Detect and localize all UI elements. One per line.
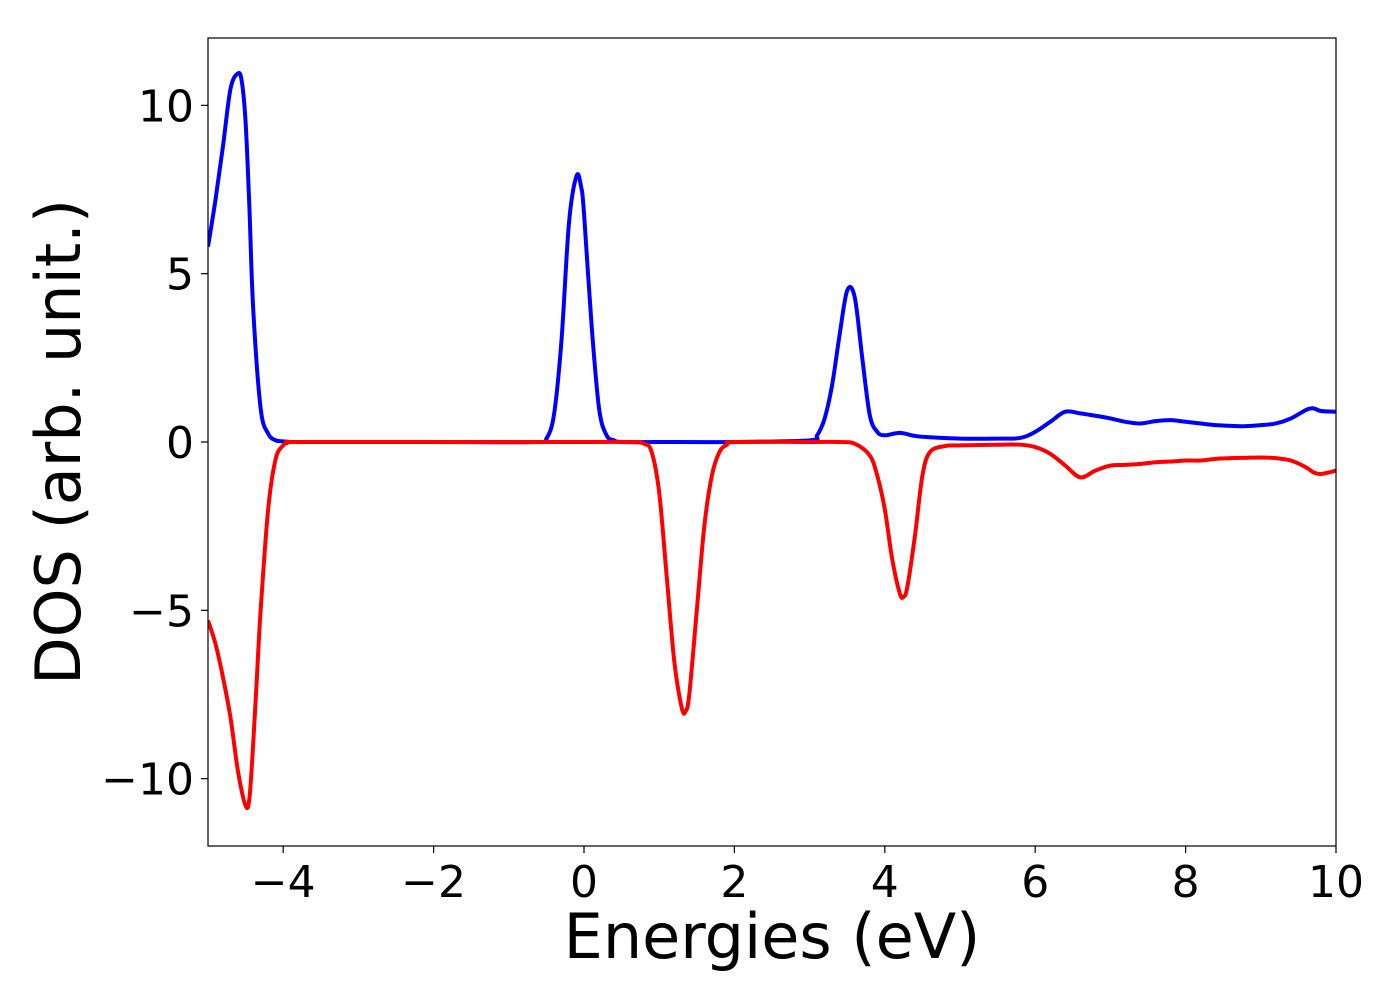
x-tick-label: −2 bbox=[401, 857, 466, 908]
x-tick-label: −4 bbox=[251, 857, 316, 908]
y-tick-label: −10 bbox=[101, 755, 194, 806]
x-tick-label: 6 bbox=[1021, 857, 1049, 908]
x-tick-label: 10 bbox=[1308, 857, 1364, 908]
x-tick-label: 8 bbox=[1172, 857, 1200, 908]
plot-lines bbox=[208, 71, 1336, 811]
x-ticks: −4 −2 0 2 4 6 8 10 bbox=[251, 846, 1364, 908]
y-tick-label: 5 bbox=[166, 250, 194, 301]
x-tick-label: 4 bbox=[871, 857, 899, 908]
y-tick-label: 0 bbox=[166, 418, 194, 469]
x-axis-label: Energies (eV) bbox=[564, 900, 981, 973]
y-ticks: −10 −5 0 5 10 bbox=[101, 81, 208, 806]
x-tick-label: 2 bbox=[720, 857, 748, 908]
x-tick-label: 0 bbox=[570, 857, 598, 908]
y-axis-label: DOS (arb. unit.) bbox=[22, 199, 95, 685]
series-line-1 bbox=[208, 439, 1336, 811]
series-line-0 bbox=[208, 71, 1336, 445]
y-tick-label: 10 bbox=[138, 81, 194, 132]
y-tick-label: −5 bbox=[129, 586, 194, 637]
